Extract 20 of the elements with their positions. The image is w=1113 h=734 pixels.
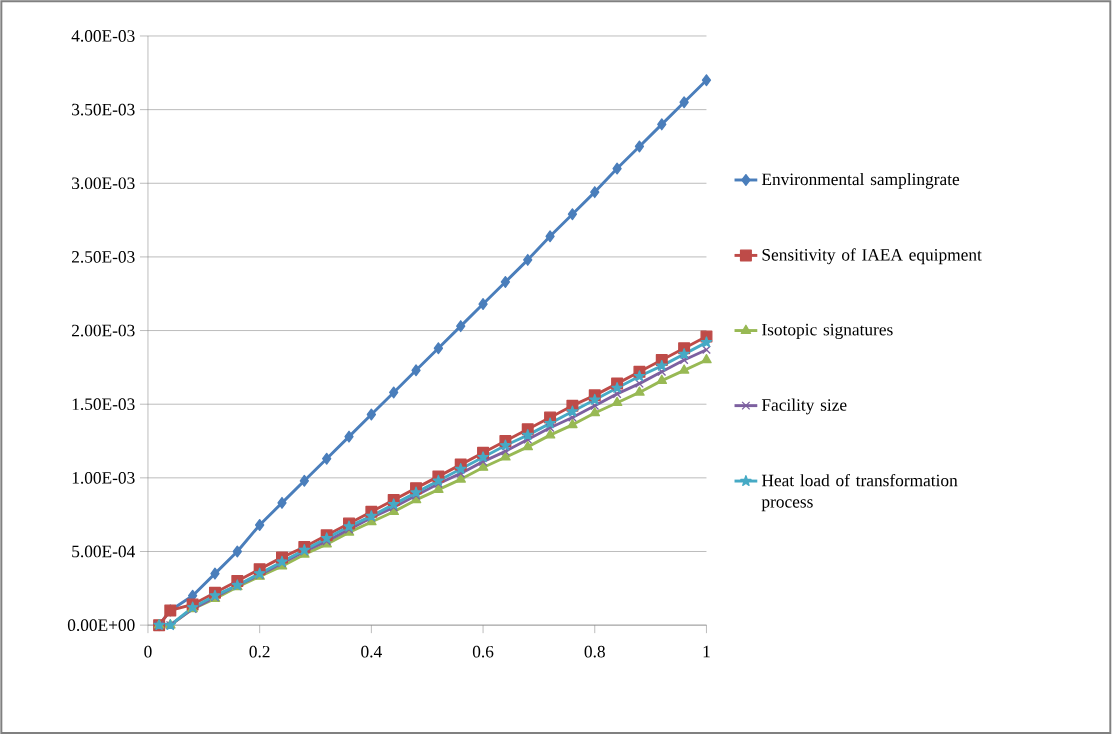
legend-label: Facility size [761, 398, 847, 415]
legend-label: Environmental samplingrate [761, 172, 960, 189]
x-tick-label: 0 [144, 645, 152, 658]
x-tick-label: 1 [703, 645, 710, 658]
y-tick-label: 1.50E-03 [72, 398, 135, 410]
y-tick-label: 5.00E-04 [72, 545, 135, 558]
x-tick-label: 0.2 [249, 645, 270, 658]
y-tick-label: 3.00E-03 [72, 177, 135, 189]
x-tick-label: 0.6 [472, 645, 494, 658]
y-tick-label: 1.00E-03 [72, 471, 135, 484]
y-tick-label: 0.00E+00 [67, 619, 135, 631]
y-tick-label: 4.00E-03 [71, 29, 135, 42]
y-tick-label: 3.50E-03 [72, 103, 135, 116]
legend-label: Sensitivity of IAEA equipment [762, 248, 982, 265]
y-tick-label: 2.50E-03 [72, 250, 135, 263]
legend-label: Heat load of transformation process [761, 473, 958, 511]
legend-label: Isotopic signatures [762, 323, 893, 339]
x-tick-label: 0.8 [584, 645, 605, 658]
x-tick-label: 0.4 [361, 645, 382, 658]
y-tick-label: 2.00E-03 [72, 324, 135, 337]
